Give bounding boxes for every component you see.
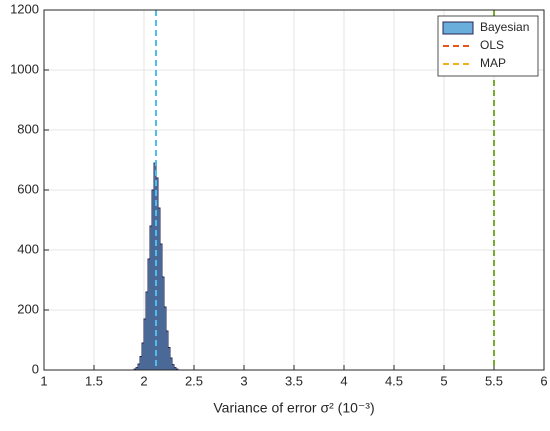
- y-tick-label: 200: [17, 301, 39, 316]
- x-tick-label: 1: [40, 373, 47, 388]
- x-tick-label: 5: [440, 373, 447, 388]
- x-tick-label: 2.5: [185, 373, 203, 388]
- axes-box: [43, 9, 545, 371]
- legend-label: MAP: [480, 56, 506, 70]
- x-tick-label: 1.5: [85, 373, 103, 388]
- y-tick-label: 1200: [10, 1, 39, 16]
- x-tick-label: 4.5: [385, 373, 403, 388]
- x-tick-label: 5.5: [485, 373, 503, 388]
- y-tick-label: 0: [32, 361, 39, 376]
- legend-label: Bayesian: [480, 20, 529, 34]
- x-tick-label: 3.5: [285, 373, 303, 388]
- x-tick-label: 3: [240, 373, 247, 388]
- y-tick-label: 400: [17, 241, 39, 256]
- y-tick-label: 600: [17, 181, 39, 196]
- legend-label: OLS: [480, 38, 504, 52]
- x-axis-label: Variance of error σ² (10⁻³): [213, 400, 374, 416]
- y-tick-label: 1000: [10, 61, 39, 76]
- y-tick-label: 800: [17, 121, 39, 136]
- x-tick-label: 6: [540, 373, 547, 388]
- x-tick-label: 4: [340, 373, 347, 388]
- legend-swatch: [442, 21, 474, 35]
- x-tick-label: 2: [140, 373, 147, 388]
